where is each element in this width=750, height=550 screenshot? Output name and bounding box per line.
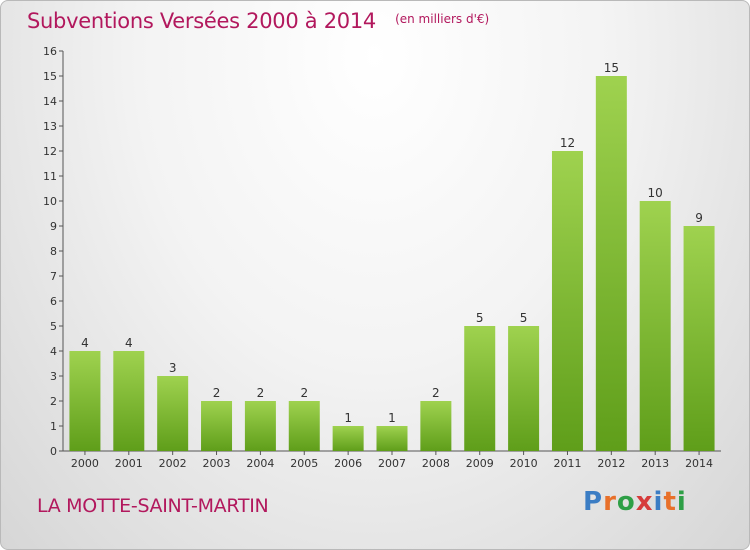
y-tick-label: 2 — [50, 395, 57, 408]
bar-value-label: 3 — [169, 361, 177, 375]
x-tick-label: 2005 — [290, 457, 318, 470]
y-tick-label: 12 — [43, 145, 57, 158]
x-tick-label: 2011 — [553, 457, 581, 470]
bar-value-label: 4 — [81, 336, 89, 350]
y-tick-label: 14 — [43, 95, 57, 108]
x-tick-label: 2012 — [597, 457, 625, 470]
chart-subtitle: (en milliers d'€) — [395, 12, 490, 26]
x-tick-label: 2004 — [246, 457, 274, 470]
y-tick-label: 3 — [50, 370, 57, 383]
bar-value-label: 5 — [520, 311, 528, 325]
logo-letter: i — [676, 487, 687, 517]
bar — [244, 401, 276, 451]
bar-value-label: 1 — [388, 411, 396, 425]
y-tick-label: 9 — [50, 220, 57, 233]
x-tick-label: 2008 — [422, 457, 450, 470]
bar — [551, 151, 583, 451]
bar — [683, 226, 715, 451]
y-tick-label: 5 — [50, 320, 57, 333]
bar — [113, 351, 145, 451]
bar-value-label: 12 — [560, 136, 575, 150]
x-tick-label: 2013 — [641, 457, 669, 470]
chart-title: Subventions Versées 2000 à 2014 — [27, 9, 376, 33]
logo-letter: x — [635, 487, 654, 517]
logo-letter: r — [603, 487, 617, 517]
bar-value-label: 9 — [695, 211, 703, 225]
x-tick-label: 2014 — [685, 457, 713, 470]
bar — [288, 401, 320, 451]
bar-value-label: 2 — [432, 386, 440, 400]
bar-value-label: 2 — [257, 386, 265, 400]
y-tick-label: 0 — [50, 445, 57, 458]
logo-letter: P — [583, 487, 604, 517]
bar — [420, 401, 452, 451]
bar-value-label: 15 — [604, 61, 619, 75]
y-tick-label: 16 — [43, 45, 57, 58]
proxiti-logo: Proxiti — [583, 487, 687, 517]
bar — [508, 326, 540, 451]
x-tick-label: 2010 — [510, 457, 538, 470]
bar — [201, 401, 233, 451]
bar-value-label: 2 — [300, 386, 308, 400]
bar — [332, 426, 364, 451]
bar — [464, 326, 496, 451]
x-tick-label: 2006 — [334, 457, 362, 470]
bar-value-label: 1 — [344, 411, 352, 425]
bar-value-label: 10 — [648, 186, 663, 200]
logo-letter: t — [663, 487, 677, 517]
bar — [157, 376, 189, 451]
x-tick-label: 2000 — [71, 457, 99, 470]
x-tick-label: 2003 — [203, 457, 231, 470]
y-tick-label: 15 — [43, 70, 57, 83]
y-tick-label: 13 — [43, 120, 57, 133]
bar — [639, 201, 671, 451]
x-tick-label: 2007 — [378, 457, 406, 470]
y-tick-label: 8 — [50, 245, 57, 258]
bar — [595, 76, 627, 451]
y-tick-label: 10 — [43, 195, 57, 208]
bar — [69, 351, 101, 451]
commune-name: LA MOTTE-SAINT-MARTIN — [37, 495, 269, 517]
title-row: Subventions Versées 2000 à 2014 (en mill… — [27, 9, 489, 33]
x-tick-label: 2009 — [466, 457, 494, 470]
x-tick-label: 2001 — [115, 457, 143, 470]
x-tick-label: 2002 — [159, 457, 187, 470]
y-tick-label: 4 — [50, 345, 57, 358]
bar-value-label: 2 — [213, 386, 221, 400]
bar-value-label: 5 — [476, 311, 484, 325]
logo-letter: i — [653, 487, 664, 517]
bar-value-label: 4 — [125, 336, 133, 350]
y-tick-label: 11 — [43, 170, 57, 183]
y-tick-label: 7 — [50, 270, 57, 283]
bar — [376, 426, 408, 451]
logo-letter: o — [616, 487, 636, 517]
y-tick-label: 1 — [50, 420, 57, 433]
y-tick-label: 6 — [50, 295, 57, 308]
